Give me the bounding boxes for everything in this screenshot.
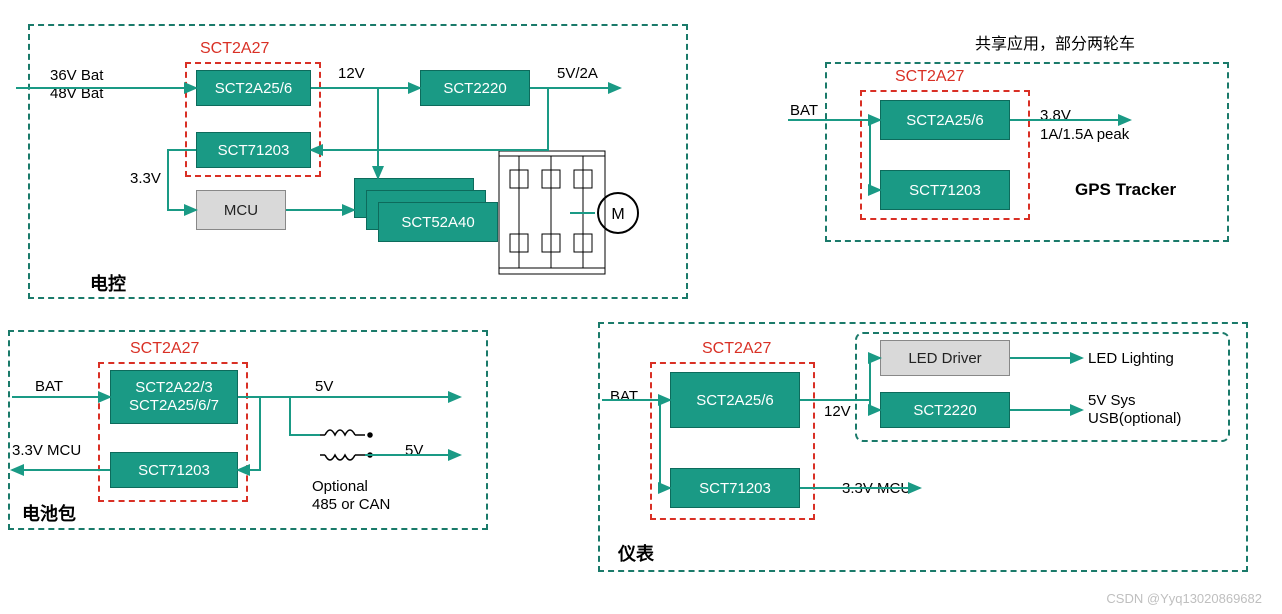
chip-label: SCT2A25/6 <box>906 112 984 129</box>
transformer-icon <box>320 420 390 470</box>
svg-text:M: M <box>611 206 624 223</box>
driver-matrix-icon <box>498 150 606 275</box>
label-bat-p4: BAT <box>610 388 638 405</box>
label-bat-p3: BAT <box>35 378 63 395</box>
title-gps: GPS Tracker <box>1075 180 1176 200</box>
label-led-lighting: LED Lighting <box>1088 350 1174 367</box>
label-5vsys: 5V Sys USB(optional) <box>1088 392 1181 428</box>
label-5v-p3: 5V <box>315 378 333 395</box>
chip-mcu-p1: MCU <box>196 190 286 230</box>
chip-label: SCT2A25/6 <box>215 80 293 97</box>
chip-sct71203-p1: SCT71203 <box>196 132 311 168</box>
chip-label: SCT2220 <box>443 80 506 97</box>
label-33mcu-p4: 3.3V MCU <box>842 480 911 497</box>
panel-battpack <box>8 330 488 530</box>
watermark: CSDN @Yyq13020869682 <box>1106 591 1262 606</box>
label-xfmr-note: Optional 485 or CAN <box>312 478 390 514</box>
chip-sct71203-p3: SCT71203 <box>110 452 238 488</box>
label-input-bat-p1: 36V Bat 48V Bat <box>50 67 103 103</box>
red-label-p3: SCT2A27 <box>130 340 199 358</box>
chip-sct2220-p1: SCT2220 <box>420 70 530 106</box>
label-3v3-p1: 3.3V <box>130 170 161 187</box>
chip-label: SCT71203 <box>138 462 210 479</box>
chip-label: MCU <box>224 202 258 219</box>
chip-sct71203-p2: SCT71203 <box>880 170 1010 210</box>
label-5v2a-p1: 5V/2A <box>557 65 598 82</box>
red-label-p4: SCT2A27 <box>702 340 771 358</box>
label-3.8v-p2: 3.8V <box>1040 107 1071 124</box>
chip-sct2a25-p1: SCT2A25/6 <box>196 70 311 106</box>
chip-top-p3: SCT2A22/3 SCT2A25/6/7 <box>110 370 238 424</box>
chip-label: SCT2A25/6 <box>696 392 774 409</box>
chip-label: LED Driver <box>908 350 981 367</box>
chip-sct2a25-p4: SCT2A25/6 <box>670 372 800 428</box>
label-rate-p2: 1A/1.5A peak <box>1040 126 1129 143</box>
red-label-p2: SCT2A27 <box>895 68 964 86</box>
chip-sct2a25-p2: SCT2A25/6 <box>880 100 1010 140</box>
chip-label: SCT2220 <box>913 402 976 419</box>
chip-label: SCT2A22/3 SCT2A25/6/7 <box>129 379 219 415</box>
top-text: 共享应用，部分两轮车 <box>975 30 1135 54</box>
chip-sct52a40-front: SCT52A40 <box>378 202 498 242</box>
label-33mcu-p3: 3.3V MCU <box>12 442 81 459</box>
label-xfmr-5v: 5V <box>405 442 423 459</box>
label-bat-p2: BAT <box>790 102 818 119</box>
label-12v-p4: 12V <box>824 403 851 420</box>
label-12v-p1: 12V <box>338 65 365 82</box>
chip-label: SCT71203 <box>699 480 771 497</box>
red-label-p1: SCT2A27 <box>200 40 269 58</box>
chip-label: SCT71203 <box>218 142 290 159</box>
chip-led-driver: LED Driver <box>880 340 1010 376</box>
chip-label: SCT71203 <box>909 182 981 199</box>
chip-sct71203-p4: SCT71203 <box>670 468 800 508</box>
panel-title-yibiao: 仪表 <box>618 540 654 566</box>
chip-label: SCT52A40 <box>401 214 474 231</box>
chip-sct2220-p4: SCT2220 <box>880 392 1010 428</box>
panel-title-diankong: 电控 <box>90 270 126 296</box>
panel-title-batt: 电池包 <box>22 500 76 526</box>
